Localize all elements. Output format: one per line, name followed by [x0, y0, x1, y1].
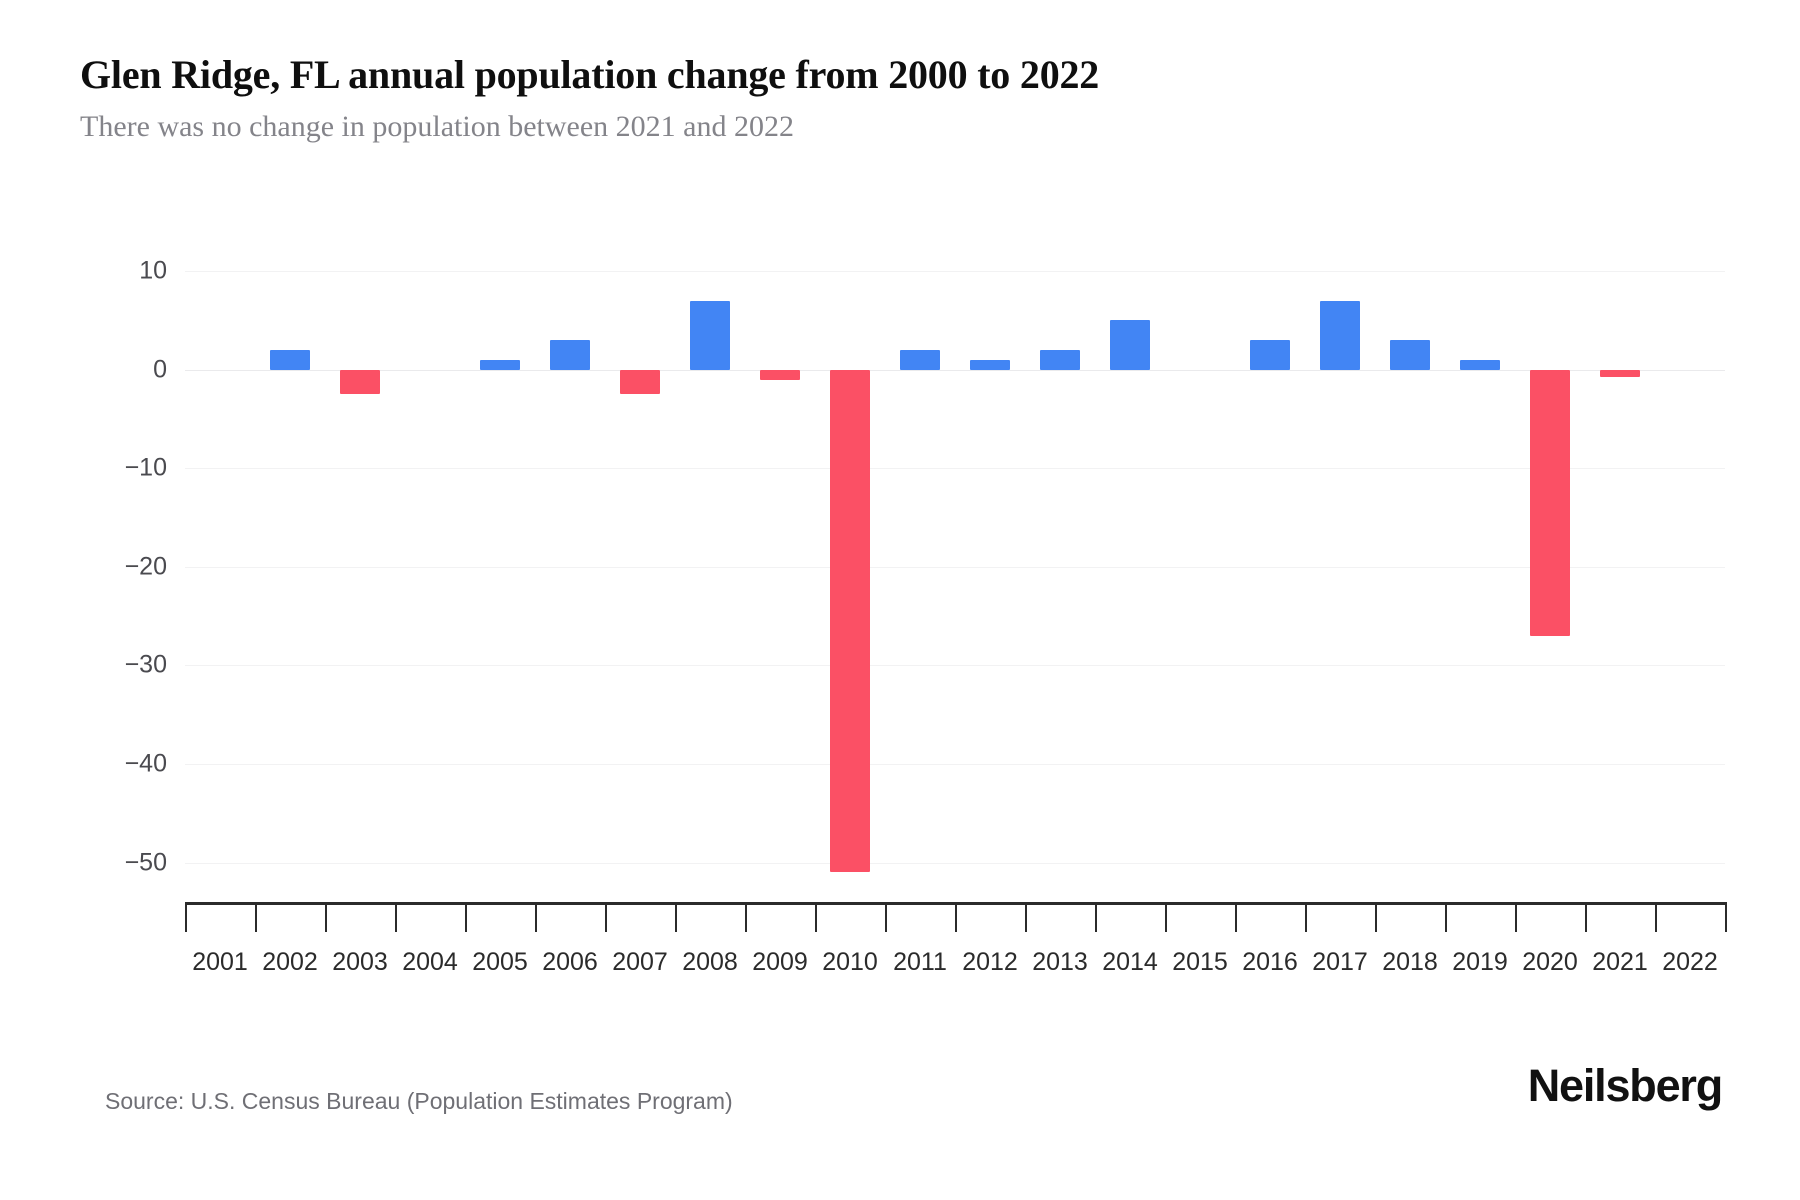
- x-axis-tick-mark: [1655, 902, 1657, 932]
- x-axis-tick-mark: [1515, 902, 1517, 932]
- source-note: Source: U.S. Census Bureau (Population E…: [105, 1088, 733, 1114]
- gridline--20: [185, 566, 1725, 568]
- bar-2016[interactable]: [1250, 340, 1290, 370]
- x-axis-tick-mark: [1725, 902, 1727, 932]
- y-axis-label: 10: [139, 256, 167, 285]
- gridline-10: [185, 271, 1725, 273]
- page-title: Glen Ridge, FL annual population change …: [80, 52, 1100, 97]
- x-axis-label-2017: 2017: [1312, 948, 1368, 976]
- x-axis-label-2020: 2020: [1522, 948, 1578, 976]
- x-axis-tick-mark: [675, 902, 677, 932]
- y-axis-label: −30: [124, 650, 167, 679]
- bar-2011[interactable]: [900, 350, 940, 370]
- bar-2020[interactable]: [1530, 369, 1570, 636]
- bar-2007[interactable]: [620, 369, 660, 395]
- bar-2008[interactable]: [690, 300, 730, 370]
- gridline--50: [185, 862, 1725, 864]
- y-axis-label: −10: [124, 453, 167, 482]
- x-axis-tick-mark: [1165, 902, 1167, 932]
- y-axis-label: 0: [153, 355, 167, 384]
- x-axis-tick-mark: [1445, 902, 1447, 932]
- bar-2018[interactable]: [1390, 340, 1430, 370]
- bar-2005[interactable]: [480, 359, 520, 370]
- x-axis-label-2014: 2014: [1102, 948, 1158, 976]
- gridline-0: [185, 369, 1725, 371]
- x-axis-label-2004: 2004: [402, 948, 458, 976]
- x-axis-label-2021: 2021: [1592, 948, 1648, 976]
- bar-2009[interactable]: [760, 369, 800, 380]
- x-axis-tick-mark: [1025, 902, 1027, 932]
- bar-2019[interactable]: [1460, 359, 1500, 370]
- x-axis-label-2003: 2003: [332, 948, 388, 976]
- bar-2010[interactable]: [830, 369, 870, 873]
- x-axis-label-2013: 2013: [1032, 948, 1088, 976]
- bar-2012[interactable]: [970, 359, 1010, 370]
- x-axis-tick-mark: [395, 902, 397, 932]
- bar-2006[interactable]: [550, 340, 590, 370]
- x-axis-tick-mark: [1235, 902, 1237, 932]
- x-axis-tick-mark: [745, 902, 747, 932]
- plot-area: [185, 270, 1725, 902]
- brand-logo: Neilsberg: [1527, 1060, 1723, 1111]
- x-axis-tick-mark: [1585, 902, 1587, 932]
- x-axis-label-2008: 2008: [682, 948, 738, 976]
- x-axis-tick-mark: [1375, 902, 1377, 932]
- bar-2002[interactable]: [270, 350, 310, 370]
- x-axis-label-2022: 2022: [1662, 948, 1718, 976]
- y-axis-label: −40: [124, 749, 167, 778]
- bar-2003[interactable]: [340, 369, 380, 395]
- x-axis-label-2012: 2012: [962, 948, 1018, 976]
- x-axis-label-2005: 2005: [472, 948, 528, 976]
- x-axis-tick-mark: [955, 902, 957, 932]
- y-axis-label: −20: [124, 552, 167, 581]
- x-axis-tick-mark: [885, 902, 887, 932]
- x-axis-label-2011: 2011: [893, 948, 947, 976]
- x-axis-tick-mark: [255, 902, 257, 932]
- x-axis-tick-mark: [325, 902, 327, 932]
- x-axis-label-2002: 2002: [262, 948, 318, 976]
- gridline--30: [185, 665, 1725, 667]
- x-axis-label-2015: 2015: [1172, 948, 1228, 976]
- x-axis-tick-mark: [535, 902, 537, 932]
- x-axis-label-2006: 2006: [542, 948, 598, 976]
- chart-subtitle: There was no change in population betwee…: [80, 110, 794, 143]
- chart-header: Glen Ridge, FL annual population change …: [80, 52, 1730, 145]
- x-axis-label-2001: 2001: [192, 948, 248, 976]
- x-axis-tick-mark: [1095, 902, 1097, 932]
- x-axis-label-2016: 2016: [1242, 948, 1298, 976]
- bar-2021[interactable]: [1600, 369, 1640, 377]
- x-axis-tick-mark: [465, 902, 467, 932]
- x-axis-label-2010: 2010: [822, 948, 878, 976]
- x-axis-tick-mark: [1305, 902, 1307, 932]
- x-axis-label-2007: 2007: [612, 948, 668, 976]
- y-axis-tick-labels: 10 0 −10 −20 −30 −40 −50: [95, 257, 167, 902]
- x-axis-tick-mark: [605, 902, 607, 932]
- bar-2017[interactable]: [1320, 300, 1360, 370]
- x-axis-label-2009: 2009: [752, 948, 808, 976]
- gridline--10: [185, 468, 1725, 470]
- gridline--40: [185, 764, 1725, 765]
- bar-2014[interactable]: [1110, 320, 1150, 370]
- x-axis-tick-mark: [185, 902, 187, 932]
- x-axis-label-2019: 2019: [1452, 948, 1508, 976]
- x-axis-label-2018: 2018: [1382, 948, 1438, 976]
- bar-2013[interactable]: [1040, 350, 1080, 370]
- y-axis-label: −50: [124, 848, 167, 877]
- x-axis-tick-mark: [815, 902, 817, 932]
